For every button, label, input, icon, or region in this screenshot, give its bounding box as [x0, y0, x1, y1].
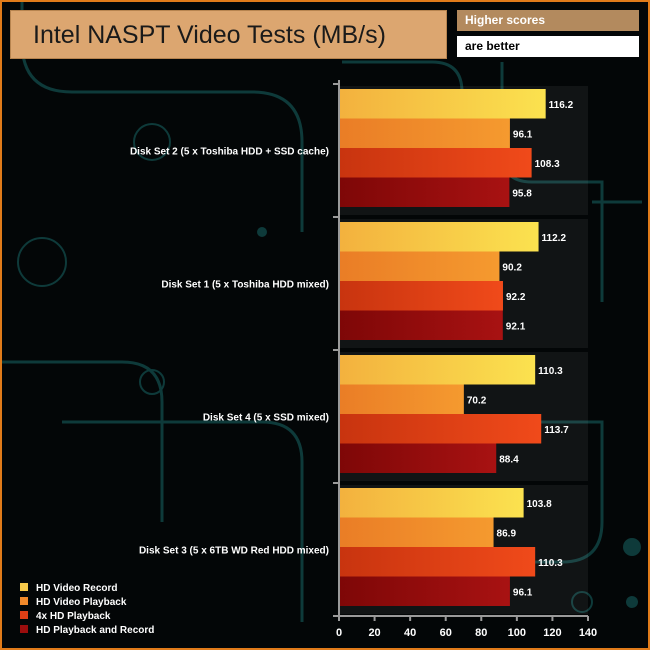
data-label: 92.2: [506, 292, 526, 303]
bar: [339, 281, 503, 311]
bar: [339, 177, 510, 207]
data-label: 103.8: [527, 499, 552, 510]
data-label: 96.1: [513, 587, 533, 598]
legend: HD Video Record HD Video Playback 4x HD Pl…: [20, 582, 154, 638]
data-label: 113.7: [544, 425, 569, 436]
x-tick-label: 20: [368, 627, 380, 639]
x-tick-label: 120: [543, 627, 561, 639]
legend-item: HD Video Playback: [20, 596, 154, 610]
note-are-better: are better: [457, 36, 639, 57]
x-tick-label: 100: [508, 627, 526, 639]
bar: [339, 89, 546, 119]
legend-label: HD Playback and Record: [36, 625, 155, 636]
chart-title: Intel NASPT Video Tests (MB/s): [33, 21, 386, 49]
data-label: 110.3: [538, 366, 563, 377]
bar: [339, 310, 503, 340]
category-label: Disk Set 2 (5 x Toshiba HDD + SSD cache): [130, 147, 329, 158]
x-tick-label: 80: [475, 627, 487, 639]
bar: [339, 118, 510, 148]
category-label: Disk Set 1 (5 x Toshiba HDD mixed): [161, 280, 329, 291]
x-tick-label: 140: [579, 627, 597, 639]
data-label: 108.3: [535, 159, 560, 170]
legend-item: HD Video Record: [20, 582, 154, 596]
data-label: 88.4: [499, 454, 519, 465]
bar: [339, 576, 510, 606]
bar: [339, 547, 536, 577]
data-label: 112.2: [542, 233, 567, 244]
bar: [339, 488, 524, 518]
title-banner: Intel NASPT Video Tests (MB/s): [10, 10, 447, 59]
legend-swatch: [20, 625, 28, 634]
data-label: 116.2: [549, 100, 574, 111]
data-label: 95.8: [512, 188, 532, 199]
category-label: Disk Set 4 (5 x SSD mixed): [203, 413, 329, 424]
data-label: 96.1: [513, 129, 533, 140]
legend-label: 4x HD Playback: [36, 611, 111, 622]
legend-swatch: [20, 583, 28, 592]
legend-swatch: [20, 597, 28, 606]
legend-label: HD Video Record: [36, 583, 118, 594]
bar: [339, 355, 536, 385]
data-label: 110.3: [538, 558, 563, 569]
legend-label: HD Video Playback: [36, 597, 127, 608]
note-higher-scores: Higher scores: [457, 10, 639, 31]
bar: [339, 148, 532, 178]
x-tick-label: 0: [336, 627, 342, 639]
x-tick-label: 60: [440, 627, 452, 639]
bar: [339, 443, 497, 473]
bar: [339, 251, 500, 281]
bar: [339, 222, 539, 252]
data-label: 92.1: [506, 321, 526, 332]
legend-item: HD Playback and Record: [20, 624, 154, 638]
data-label: 86.9: [497, 528, 517, 539]
bar: [339, 414, 542, 444]
bar: [339, 384, 464, 414]
category-label: Disk Set 3 (5 x 6TB WD Red HDD mixed): [139, 546, 329, 557]
legend-swatch: [20, 611, 28, 620]
x-tick-label: 40: [404, 627, 416, 639]
legend-item: 4x HD Playback: [20, 610, 154, 624]
data-label: 90.2: [502, 262, 522, 273]
data-label: 70.2: [467, 395, 487, 406]
bar: [339, 517, 494, 547]
